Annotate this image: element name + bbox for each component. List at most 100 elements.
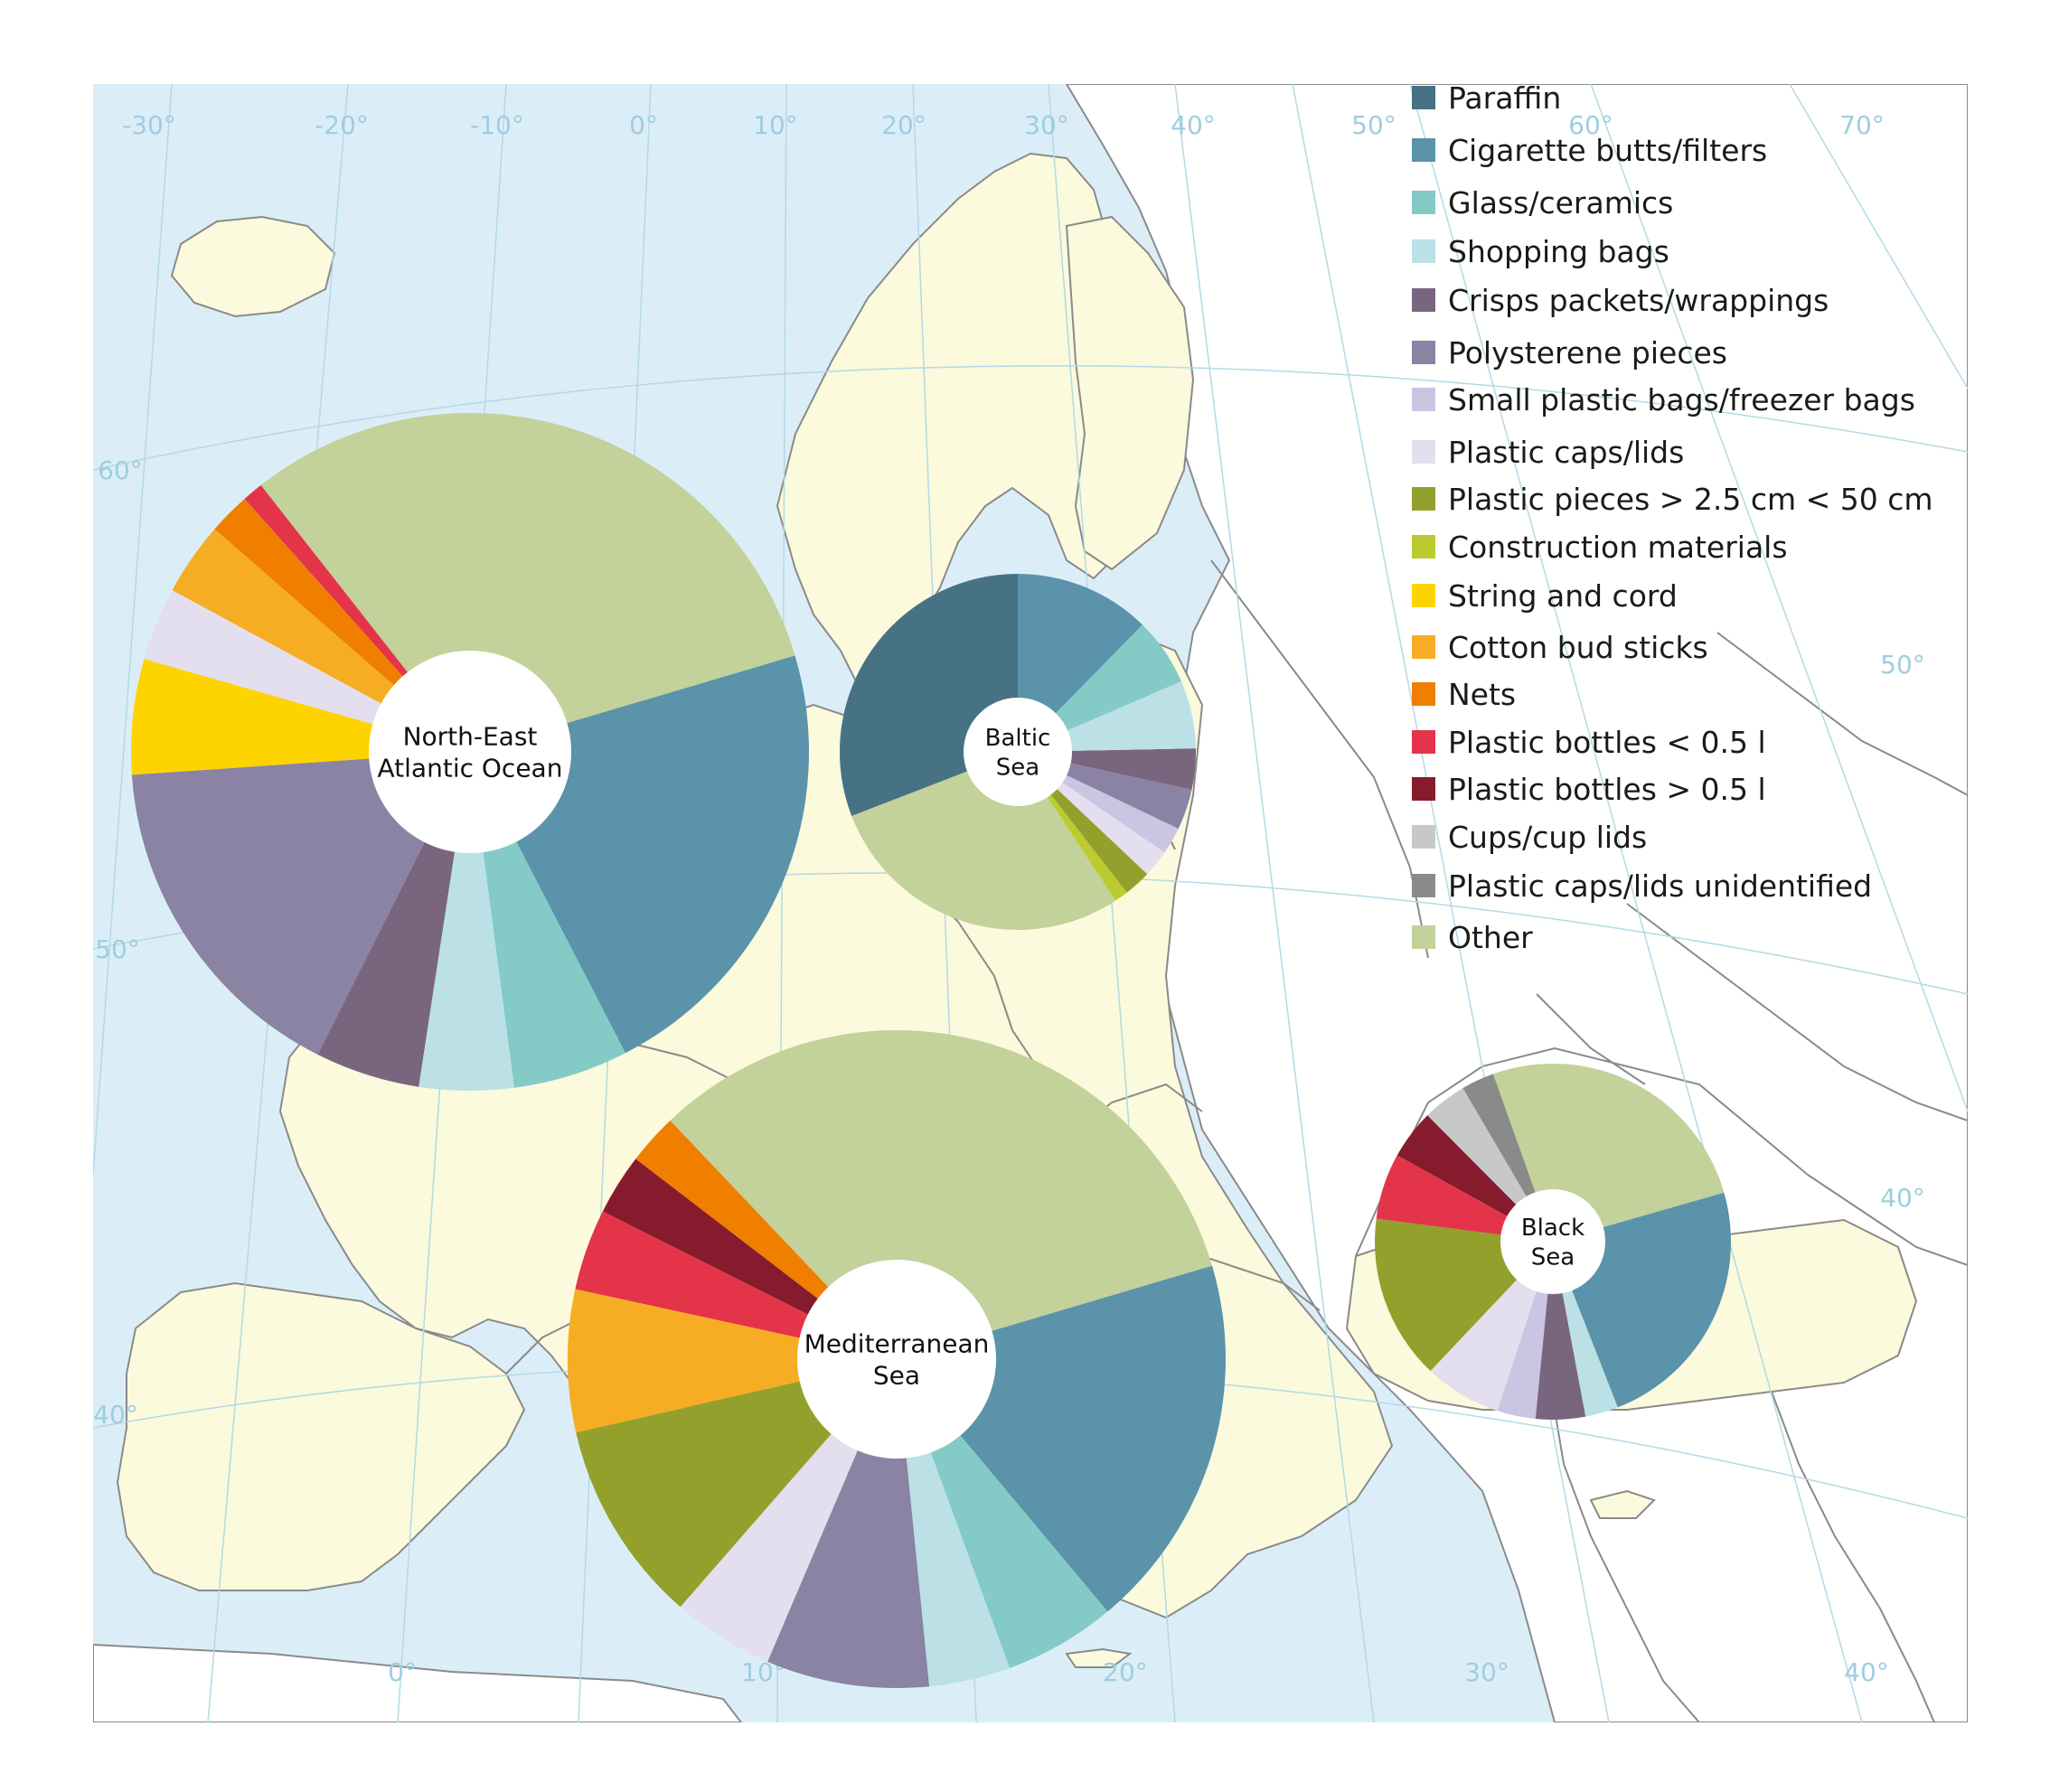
graticule-label-top: 20° <box>881 110 926 140</box>
legend-swatch <box>1412 341 1435 364</box>
legend-swatch <box>1412 191 1435 214</box>
legend-label: Cotton bud sticks <box>1448 629 1708 665</box>
legend-item-caps: Plastic caps/lids <box>1412 434 1684 470</box>
pie-center-label: Sea <box>873 1360 920 1390</box>
legend-label: Paraffin <box>1448 80 1562 116</box>
pie-center-label: Black <box>1521 1215 1585 1242</box>
legend-label: Plastic caps/lids unidentified <box>1448 868 1873 904</box>
legend-label: Plastic pieces > 2.5 cm < 50 cm <box>1448 481 1933 517</box>
graticule-label-right: 40° <box>1880 1183 1925 1213</box>
graticule-label-top: 10° <box>753 110 798 140</box>
legend-item-construction: Construction materials <box>1412 529 1788 565</box>
legend-label: String and cord <box>1448 577 1678 614</box>
pie-center-hole <box>1500 1189 1605 1294</box>
pie-slice <box>1018 574 1143 752</box>
legend-swatch <box>1412 388 1435 411</box>
legend-swatch <box>1412 825 1435 849</box>
legend-item-other: Other <box>1412 919 1533 955</box>
graticule-label-top: 0° <box>629 110 658 140</box>
pie-center-label: Sea <box>1531 1243 1575 1271</box>
legend-swatch <box>1412 777 1435 801</box>
pie-center-label: Baltic <box>985 725 1051 752</box>
legend-item-pieces: Plastic pieces > 2.5 cm < 50 cm <box>1412 481 1933 517</box>
graticule-label-left: 50° <box>95 934 140 964</box>
legend-label: Polysterene pieces <box>1448 334 1727 371</box>
legend-swatch <box>1412 925 1435 949</box>
legend-label: Shopping bags <box>1448 233 1669 269</box>
graticule-label-top: 50° <box>1351 110 1396 140</box>
legend-item-cotton: Cotton bud sticks <box>1412 629 1708 665</box>
legend-label: Cigarette butts/filters <box>1448 132 1768 168</box>
legend-item-nets: Nets <box>1412 676 1516 712</box>
legend-swatch <box>1412 239 1435 263</box>
legend-item-bottles_small: Plastic bottles < 0.5 l <box>1412 724 1766 760</box>
legend-label: Plastic caps/lids <box>1448 434 1685 470</box>
legend-label: Small plastic bags/freezer bags <box>1448 381 1915 418</box>
pie-slice <box>670 1029 1213 1359</box>
graticule-label-left: 40° <box>93 1400 138 1430</box>
pie-slice <box>260 412 795 752</box>
legend-item-bottles_large: Plastic bottles > 0.5 l <box>1412 771 1766 807</box>
legend-swatch <box>1412 440 1435 464</box>
legend-label: Nets <box>1448 676 1517 712</box>
graticule-label-top: 70° <box>1839 110 1885 140</box>
legend-item-shopping: Shopping bags <box>1412 233 1669 269</box>
graticule-label-top: 30° <box>1024 110 1069 140</box>
legend-swatch <box>1412 874 1435 897</box>
graticule-label-top: 60° <box>1568 110 1613 140</box>
pie-slice <box>1535 1242 1586 1421</box>
pie-slice <box>131 752 470 1055</box>
legend-item-cigarette: Cigarette butts/filters <box>1412 132 1767 168</box>
legend-label: Other <box>1448 919 1533 955</box>
legend-swatch <box>1412 730 1435 754</box>
legend-swatch <box>1412 487 1435 511</box>
graticule-label-bottom: 20° <box>1103 1657 1148 1687</box>
graticule-label-top: -30° <box>122 110 176 140</box>
graticule-label-bottom: 0° <box>388 1657 417 1687</box>
graticule-label-right: 50° <box>1880 650 1925 680</box>
legend-label: Plastic bottles < 0.5 l <box>1448 724 1766 760</box>
legend-item-string: String and cord <box>1412 577 1678 614</box>
pie-center-hole <box>369 651 571 853</box>
graticule-label-top: -20° <box>315 110 369 140</box>
legend-item-crisps: Crisps packets/wrappings <box>1412 282 1829 318</box>
pie-slice <box>576 1359 897 1608</box>
graticule-label-left: 60° <box>98 455 143 485</box>
legend-item-glass: Glass/ceramics <box>1412 184 1673 220</box>
pie-center-label: Atlantic Ocean <box>378 753 563 783</box>
legend-item-cups: Cups/cup lids <box>1412 819 1647 855</box>
pie-center-label: Sea <box>996 754 1039 781</box>
legend-item-smallbags: Small plastic bags/freezer bags <box>1412 381 1915 418</box>
legend-swatch <box>1412 138 1435 162</box>
legend-label: Cups/cup lids <box>1448 819 1648 855</box>
legend-label: Plastic bottles > 0.5 l <box>1448 771 1766 807</box>
graticule-labels: -30° -20° -10° 0° 10° 20° 30° 40° 50° 60° 70° 60° 50… <box>93 110 1925 1687</box>
legend-item-polystyrene: Polysterene pieces <box>1412 334 1727 371</box>
graticule-label-bottom: 30° <box>1464 1657 1509 1687</box>
legend-label: Crisps packets/wrappings <box>1448 282 1829 318</box>
legend-swatch <box>1412 682 1435 706</box>
pie-center-label: Mediterranean <box>804 1328 990 1358</box>
legend-label: Glass/ceramics <box>1448 184 1674 220</box>
legend-label: Construction materials <box>1448 529 1788 565</box>
legend-item-paraffin: Paraffin <box>1412 80 1561 116</box>
pie-slice <box>851 752 1116 930</box>
pie-center-label: North-East <box>403 721 538 751</box>
graticule-label-top: 40° <box>1171 110 1216 140</box>
legend-swatch <box>1412 535 1435 558</box>
pie-slice <box>418 752 514 1092</box>
legend-swatch <box>1412 584 1435 607</box>
graticule-label-top: -10° <box>470 110 524 140</box>
legend-swatch <box>1412 635 1435 659</box>
legend-swatch <box>1412 288 1435 312</box>
pie-center-hole <box>964 698 1072 806</box>
pie-slice <box>568 1289 897 1433</box>
graticule-label-bottom: 40° <box>1844 1657 1889 1687</box>
legend-swatch <box>1412 86 1435 109</box>
